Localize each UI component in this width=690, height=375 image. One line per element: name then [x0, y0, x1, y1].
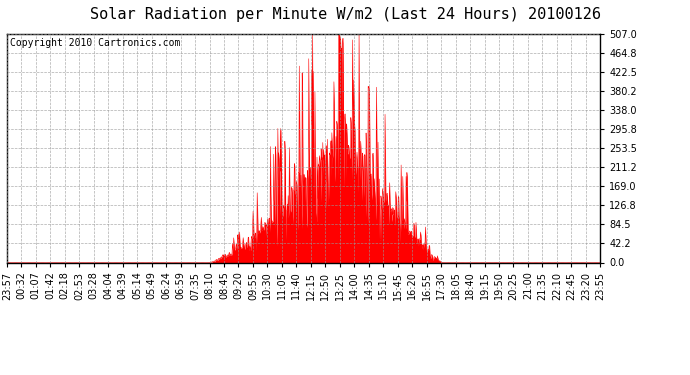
Text: Solar Radiation per Minute W/m2 (Last 24 Hours) 20100126: Solar Radiation per Minute W/m2 (Last 24… [90, 8, 600, 22]
Text: Copyright 2010 Cartronics.com: Copyright 2010 Cartronics.com [10, 38, 180, 48]
